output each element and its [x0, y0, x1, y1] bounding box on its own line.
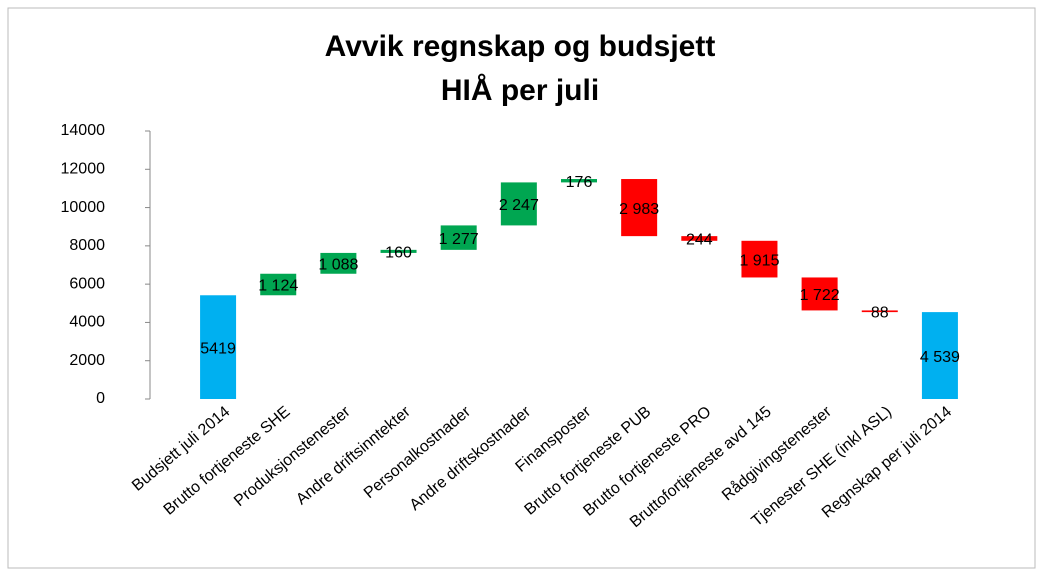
chart-frame [7, 7, 1036, 569]
data-label: 4 539 [920, 349, 960, 366]
y-tick-label: 12000 [61, 161, 106, 178]
data-label: 176 [566, 174, 593, 191]
data-label: 5419 [200, 340, 236, 357]
bar [500, 182, 537, 226]
data-label: 244 [686, 232, 713, 249]
data-label: 2 247 [499, 197, 539, 214]
bar [320, 252, 357, 274]
data-label: 1 088 [318, 257, 358, 274]
y-tick-label: 0 [96, 390, 105, 407]
y-tick-label: 8000 [69, 237, 105, 254]
data-label: 2 983 [619, 201, 659, 218]
data-label: 1 915 [739, 252, 779, 269]
bar [621, 179, 658, 237]
data-label: 1 124 [258, 278, 298, 295]
chart-title: Avvik regnskap og budsjett [325, 30, 716, 63]
bar [260, 273, 297, 296]
bar [681, 236, 718, 241]
data-label: 1 277 [439, 231, 479, 248]
data-label: 1 722 [800, 287, 840, 304]
y-tick-label: 10000 [61, 199, 106, 216]
bar [380, 249, 417, 253]
y-tick-label: 6000 [69, 275, 105, 292]
y-tick-label: 14000 [61, 122, 106, 139]
bar [921, 312, 958, 399]
chart-title: HIÅ per juli [441, 74, 599, 107]
y-tick-label: 2000 [69, 352, 105, 369]
data-label: 88 [871, 304, 889, 321]
bar [861, 310, 898, 313]
bar [200, 295, 237, 399]
data-label: 160 [385, 245, 412, 262]
y-tick-label: 4000 [69, 314, 105, 331]
bar [561, 179, 597, 183]
bar [741, 240, 778, 278]
bar [440, 225, 477, 250]
bar [801, 277, 838, 311]
